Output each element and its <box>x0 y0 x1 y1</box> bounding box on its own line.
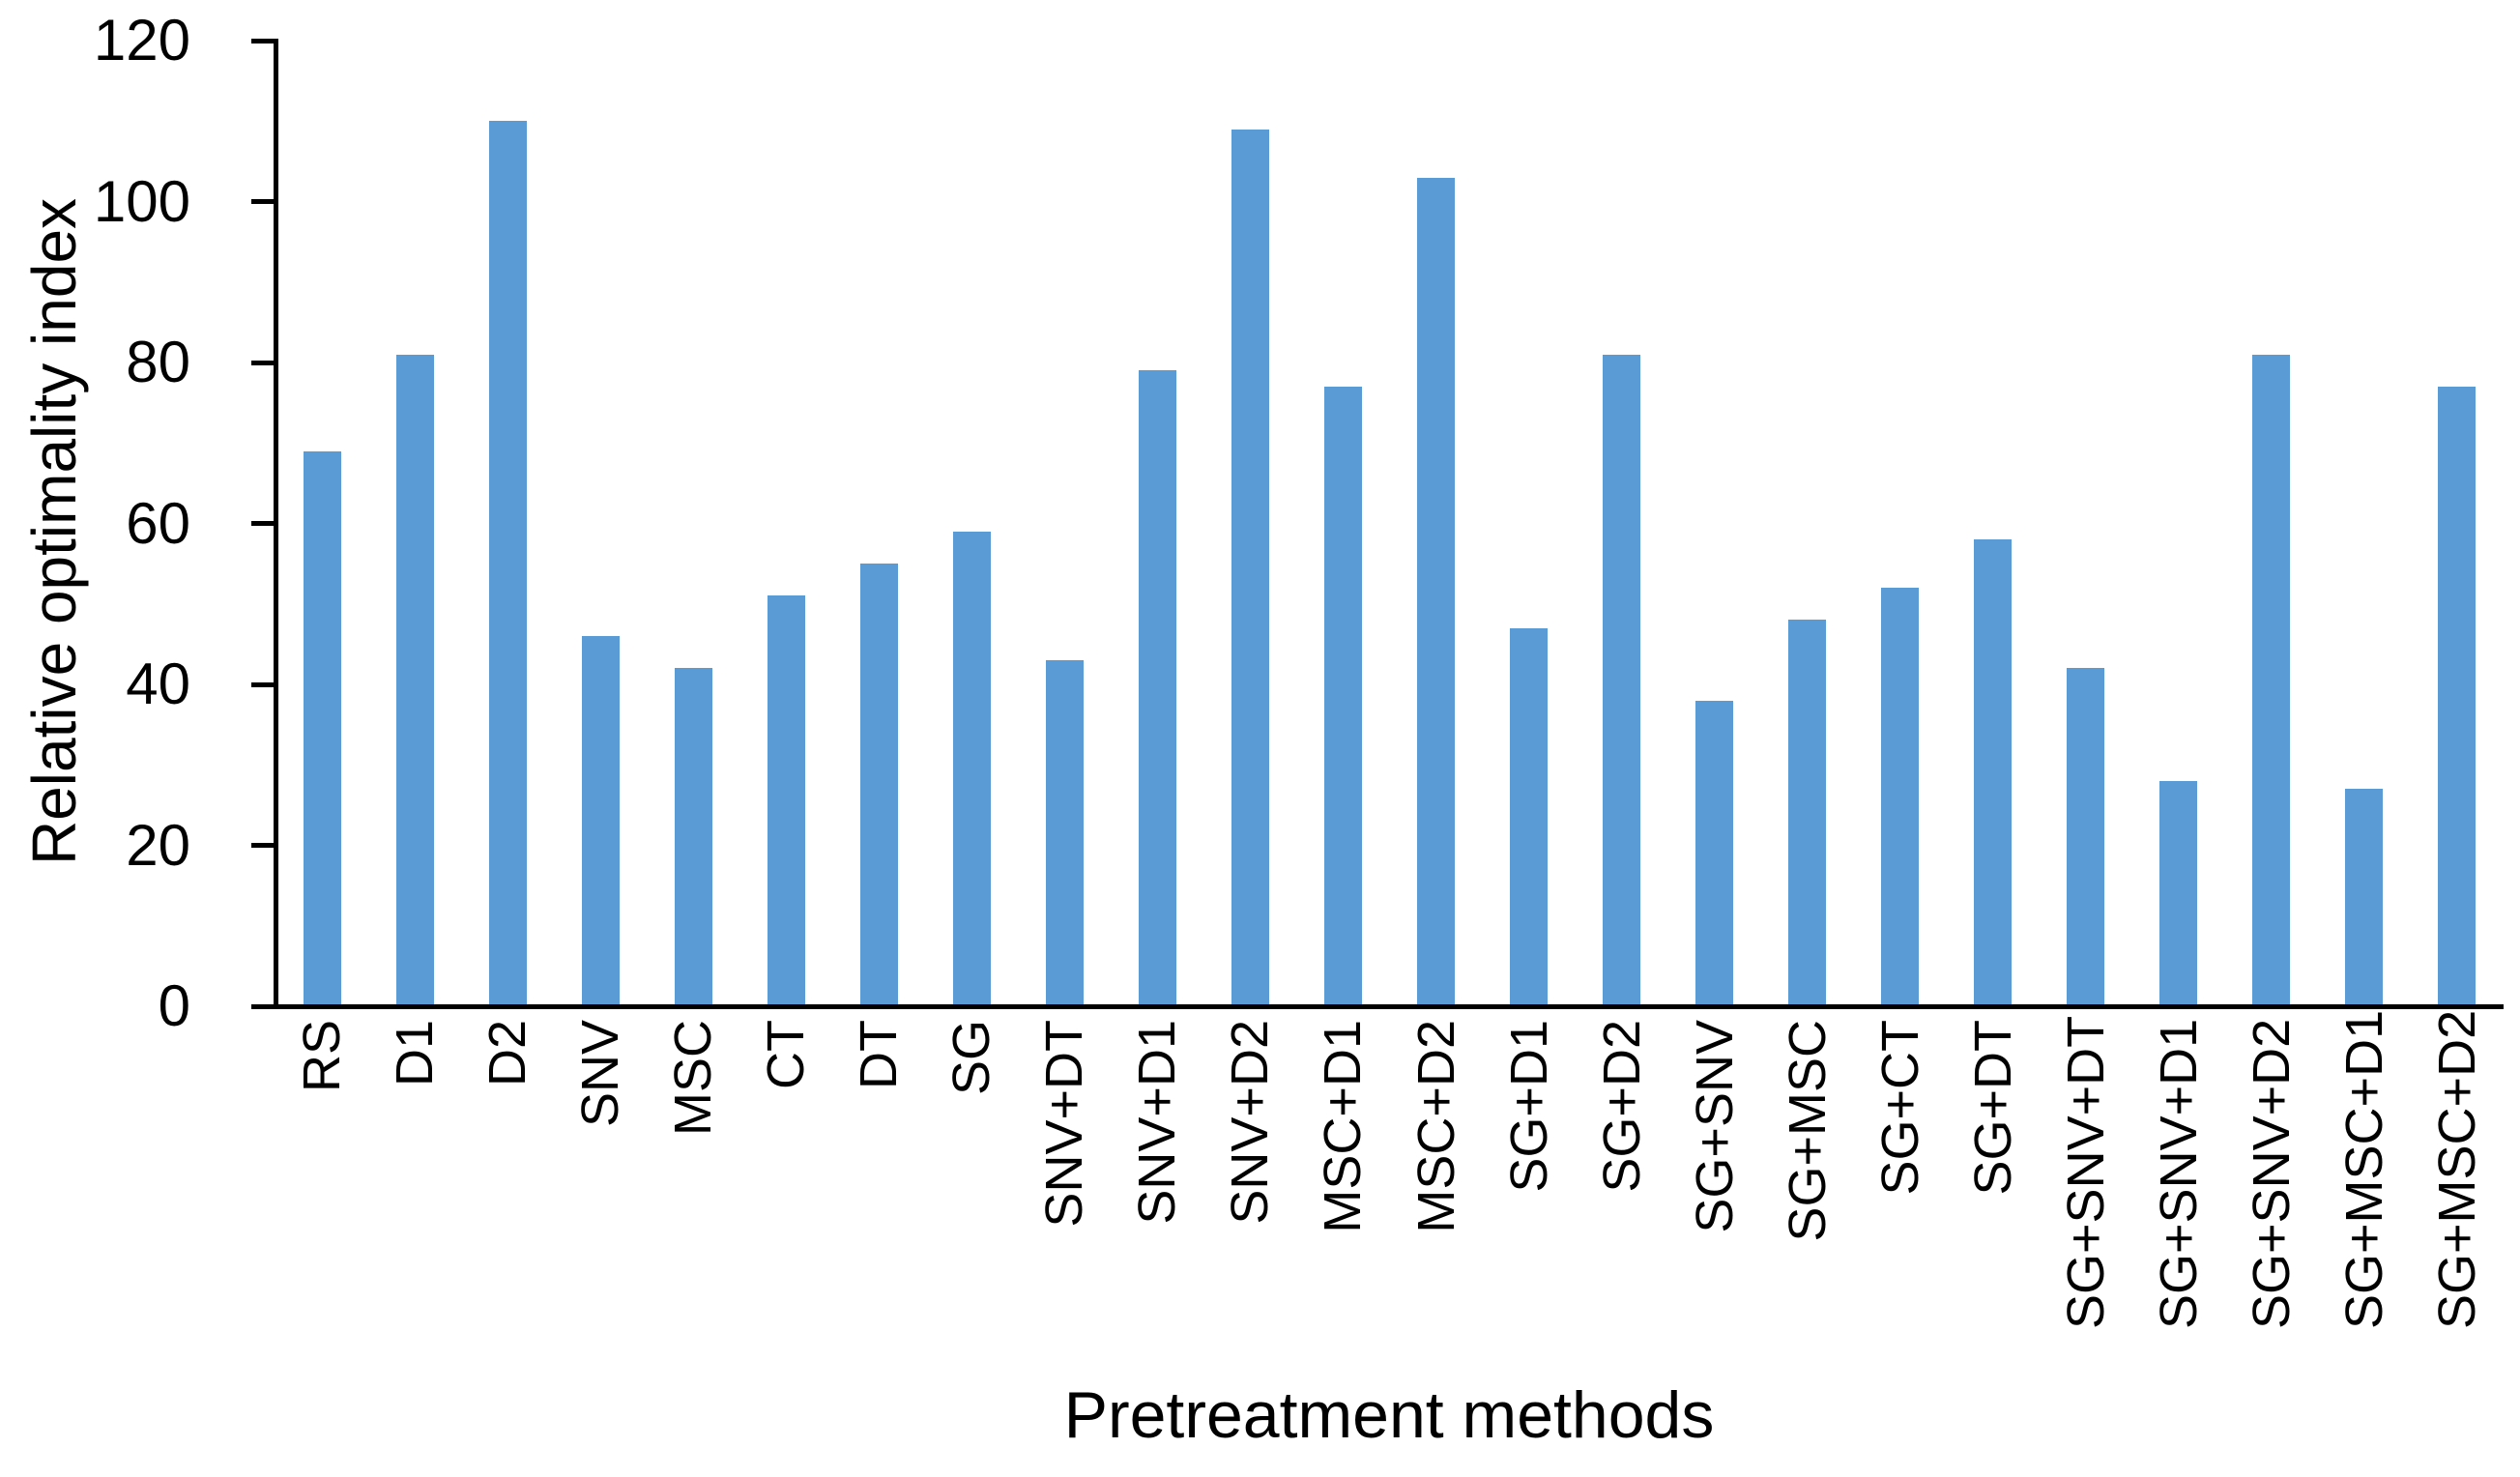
x-tick-label: DT <box>850 1020 909 1089</box>
bar-SG+SNV+DT <box>2067 668 2105 1006</box>
bar-SNV <box>581 636 620 1006</box>
bar-MSC+D1 <box>1323 386 1362 1006</box>
y-tick-label: 40 <box>126 652 190 716</box>
bar-SNV+D2 <box>1231 129 1269 1006</box>
bar-RS <box>303 450 341 1006</box>
x-tick-label: MSC+D2 <box>1406 1020 1465 1233</box>
x-tick-label: SNV+D1 <box>1128 1020 1187 1225</box>
bar-DT <box>859 564 898 1006</box>
y-tick-label: 0 <box>158 973 190 1038</box>
x-tick-label: D1 <box>386 1020 445 1087</box>
x-tick-label: SG+SNV+DT <box>2056 1015 2115 1329</box>
bar-D1 <box>395 354 434 1006</box>
x-tick-label: SG <box>942 1020 1001 1096</box>
x-tick-label: D2 <box>478 1020 537 1087</box>
y-tick-mark <box>250 360 274 365</box>
y-axis-line <box>273 38 278 1009</box>
bar-SG+MSC+D1 <box>2345 789 2384 1006</box>
x-tick-label: SG+MSC+D2 <box>2427 1009 2486 1329</box>
bar-SNV+DT <box>1045 660 1084 1006</box>
bar-SG+SNV <box>1695 700 1734 1006</box>
bar-SG+D2 <box>1603 354 1641 1006</box>
y-tick-label: 20 <box>126 812 190 878</box>
x-tick-label: SNV+D2 <box>1221 1020 1280 1225</box>
y-tick-label: 80 <box>126 330 190 394</box>
bar-SG+D1 <box>1510 627 1549 1006</box>
x-tick-label: MSC <box>664 1020 723 1136</box>
x-tick-label: SG+D1 <box>1499 1020 1558 1193</box>
x-tick-label: SG+SNV+D1 <box>2149 1018 2208 1329</box>
bar-CT <box>767 595 805 1006</box>
y-tick-mark <box>250 843 274 848</box>
x-axis-title: Pretreatment methods <box>1063 1378 1715 1452</box>
y-tick-mark <box>250 199 274 204</box>
bar-SG+MSC <box>1788 620 1827 1006</box>
bar-SG+DT <box>1974 539 2013 1006</box>
x-tick-label: SNV <box>571 1020 630 1128</box>
x-axis-line <box>273 1003 2504 1009</box>
bar-SG+SNV+D1 <box>2159 780 2198 1006</box>
y-tick-mark <box>250 681 274 687</box>
x-tick-label: SG+SNV+D2 <box>2242 1018 2301 1329</box>
bar-SG <box>952 531 991 1006</box>
x-tick-label: MSC+D1 <box>1314 1020 1373 1233</box>
x-tick-label: SG+MSC <box>1778 1020 1837 1242</box>
x-tick-label: SG+SNV <box>1685 1020 1744 1233</box>
bar-MSC <box>674 668 712 1006</box>
bar-SNV+D1 <box>1138 370 1176 1006</box>
x-tick-label: CT <box>757 1020 816 1089</box>
x-tick-label: RS <box>293 1020 352 1093</box>
bar-D2 <box>488 121 527 1006</box>
y-tick-mark <box>250 38 274 43</box>
x-tick-label: SG+CT <box>1870 1020 1929 1196</box>
x-tick-label: SG+MSC+D1 <box>2334 1009 2393 1329</box>
bar-SG+CT <box>1881 588 1920 1006</box>
y-tick-mark <box>250 1003 274 1009</box>
bar-SG+MSC+D2 <box>2438 386 2477 1006</box>
x-tick-label: SNV+DT <box>1035 1020 1094 1228</box>
x-tick-label: SG+DT <box>1963 1020 2022 1196</box>
y-tick-label: 120 <box>93 8 190 72</box>
y-tick-mark <box>250 521 274 526</box>
bar-MSC+D2 <box>1417 177 1456 1006</box>
y-tick-label: 100 <box>93 168 190 234</box>
x-tick-label: SG+D2 <box>1592 1020 1651 1193</box>
y-tick-label: 60 <box>126 490 190 556</box>
bar-SG+SNV+D2 <box>2252 354 2291 1006</box>
